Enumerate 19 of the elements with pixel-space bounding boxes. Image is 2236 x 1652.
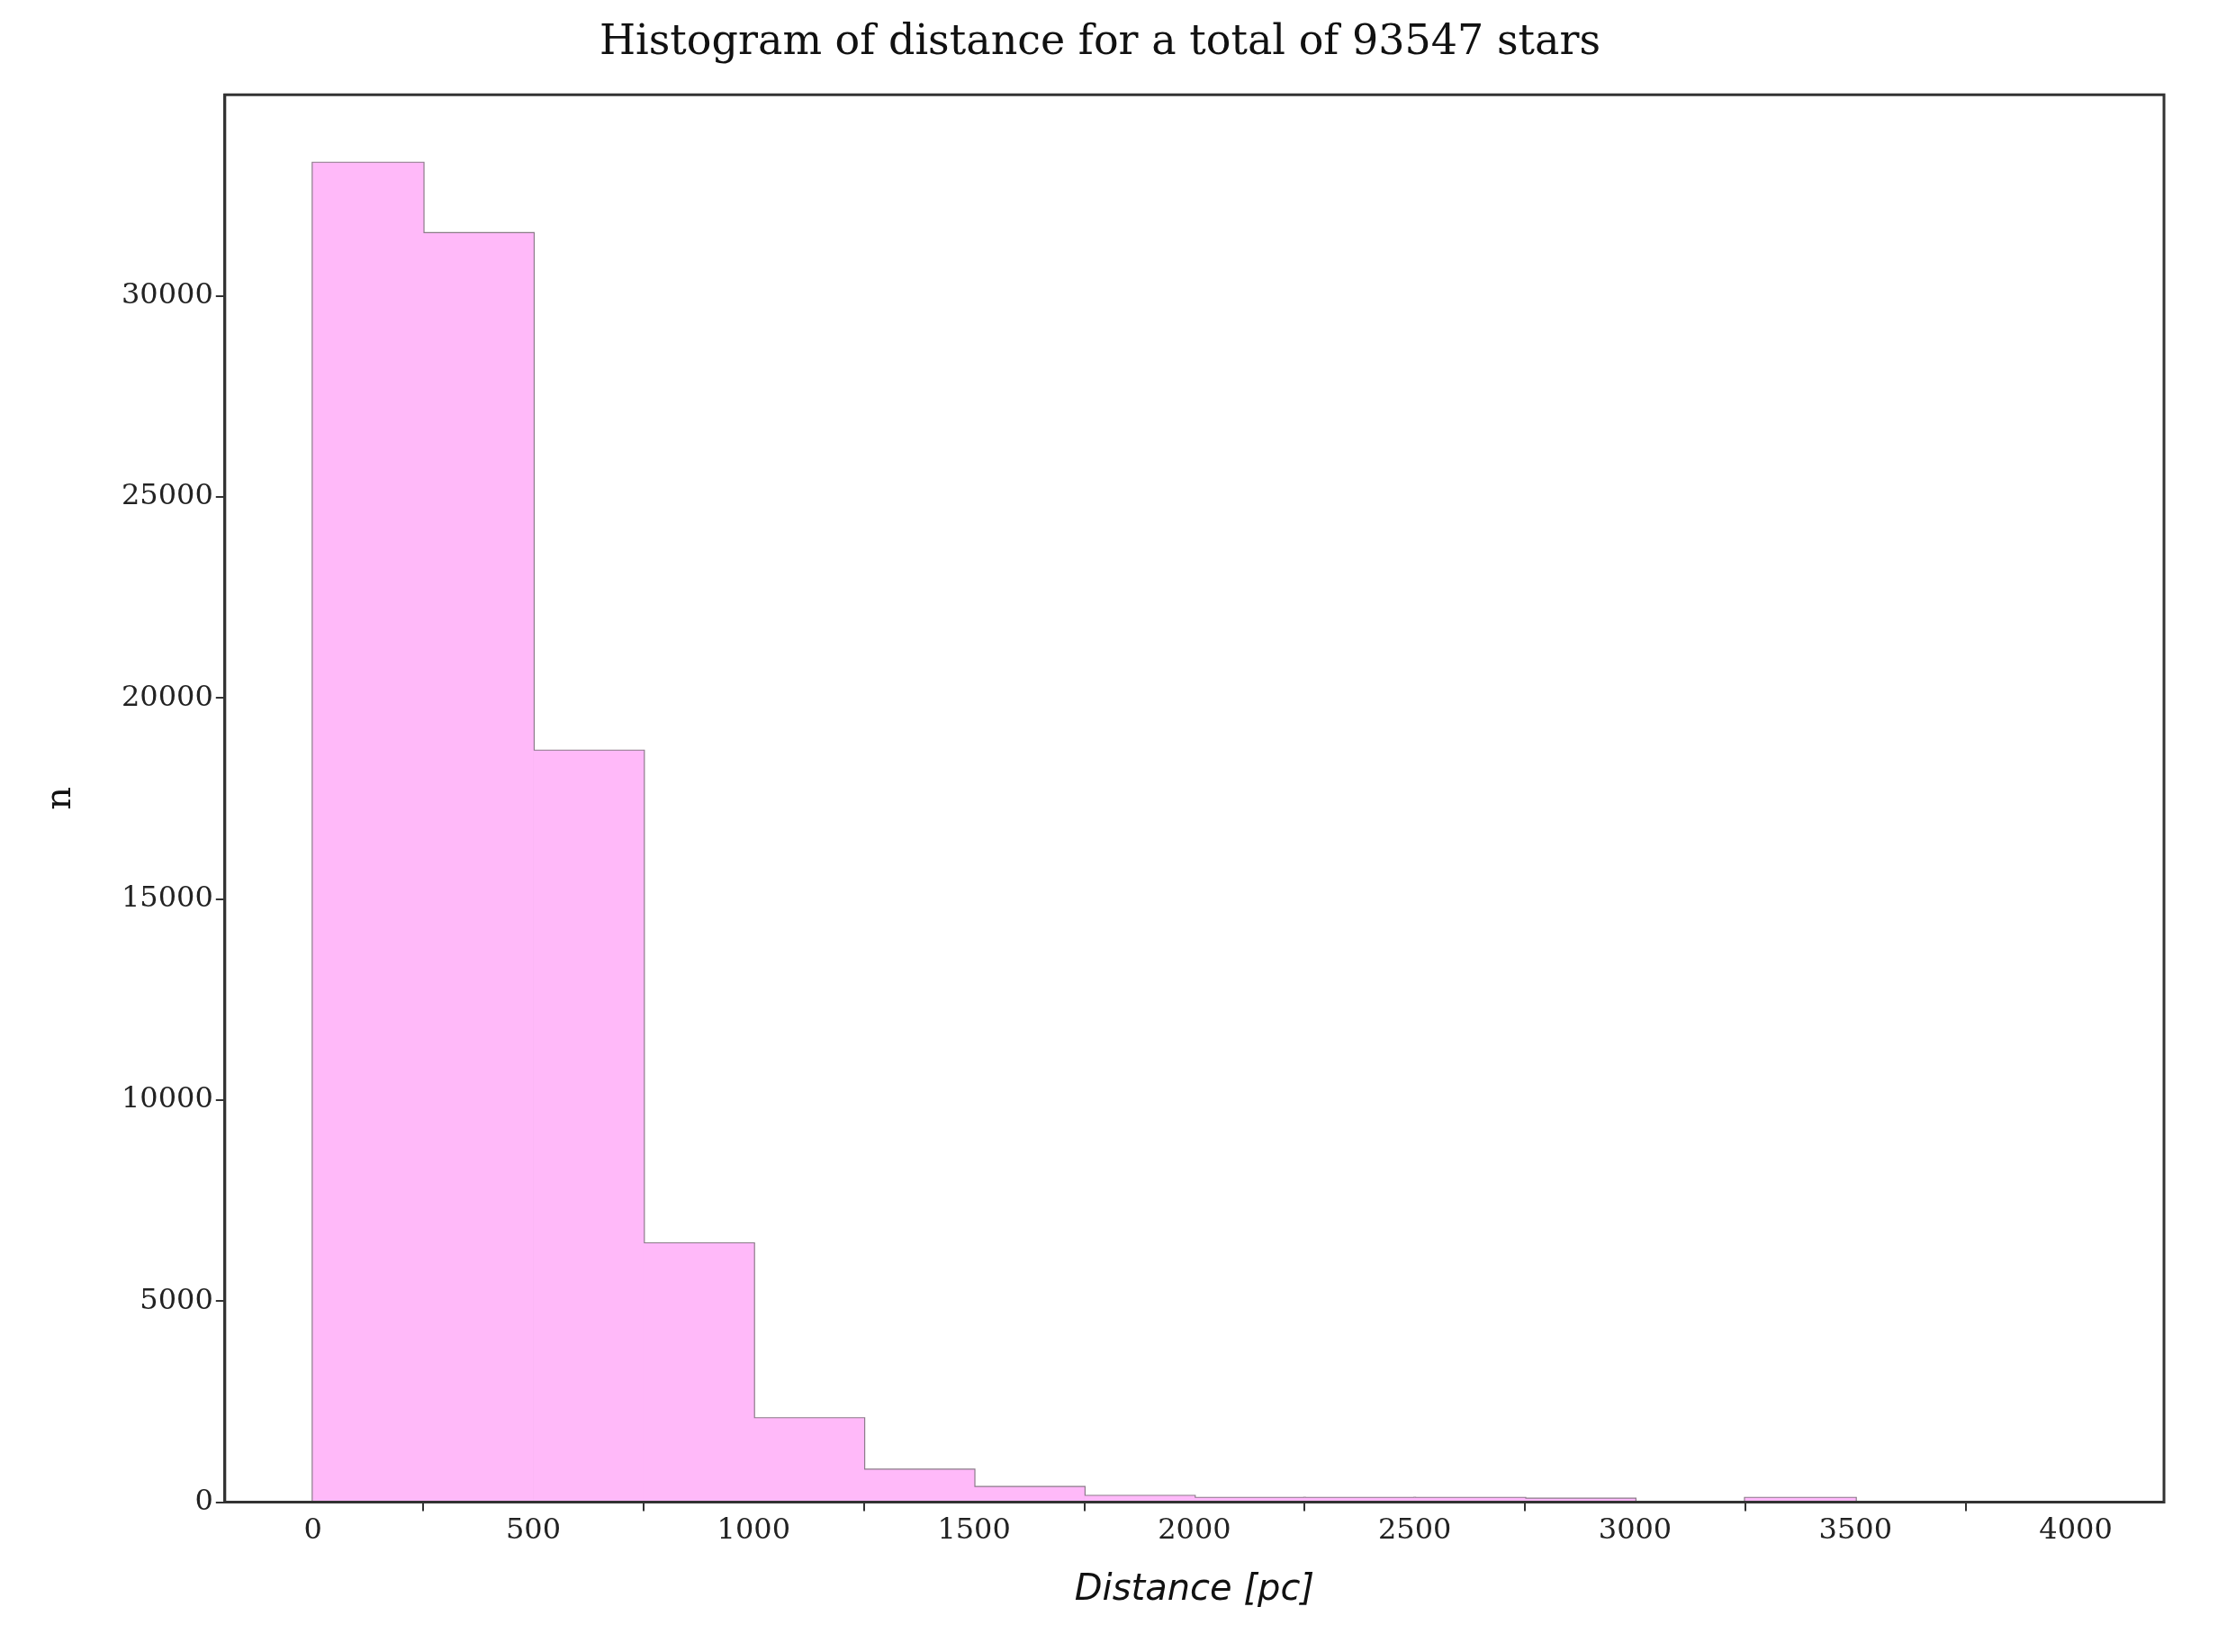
x-tick-label: 500 [505, 1512, 562, 1547]
y-tick-label: 25000 [122, 477, 213, 512]
y-axis-title: n [37, 787, 79, 810]
x-tick-label: 3000 [1598, 1512, 1672, 1547]
y-tick-label: 10000 [122, 1080, 213, 1115]
x-tick-label: 2000 [1158, 1512, 1231, 1547]
x-tick-label: 1000 [717, 1512, 791, 1547]
x-tick-label: 3500 [1818, 1512, 1892, 1547]
y-tick-label: 30000 [122, 275, 213, 311]
x-tick-label: 0 [303, 1512, 322, 1547]
x-axis-title: Distance [pc] [1074, 1566, 1315, 1609]
y-tick-label: 20000 [122, 678, 213, 713]
y-tick-label: 0 [194, 1482, 213, 1517]
x-tick-label: 2500 [1377, 1512, 1452, 1547]
y-tick-label: 15000 [122, 879, 213, 914]
x-tick-label: 4000 [2039, 1512, 2113, 1547]
chart-title: Histogram of distance for a total of 93547 stars [599, 14, 1601, 64]
x-tick-label: 1500 [937, 1512, 1011, 1547]
y-tick-label: 5000 [140, 1281, 213, 1316]
